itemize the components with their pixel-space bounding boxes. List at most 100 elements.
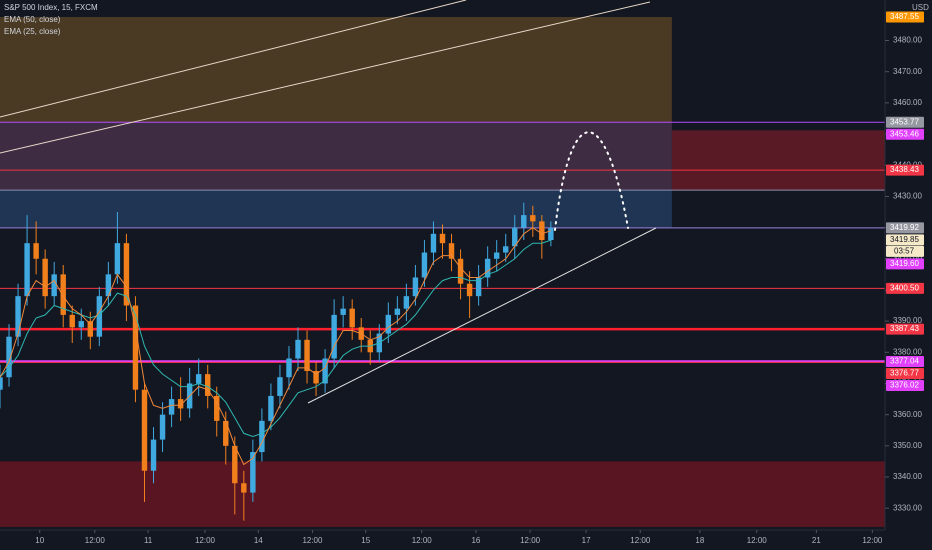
candle-body	[448, 243, 455, 259]
candle-body	[313, 371, 319, 384]
candle-body	[548, 228, 554, 241]
candle-body	[304, 339, 310, 371]
candle-body	[286, 358, 292, 378]
price-tag-label: 3376.77	[890, 369, 919, 378]
candle-body	[96, 296, 103, 337]
candle-body	[385, 314, 392, 334]
candle-body	[421, 252, 428, 278]
x-tick-label: 18	[695, 536, 704, 545]
candle-body	[223, 420, 229, 446]
candle-body	[466, 283, 473, 297]
candle-body	[539, 221, 545, 241]
x-tick-label: 12:00	[85, 536, 106, 545]
y-tick-label: 3350.00	[893, 441, 922, 450]
y-tick-label: 3480.00	[893, 36, 922, 45]
candle-body	[60, 274, 66, 315]
candle-body	[42, 258, 48, 297]
price-tag-label: 3419.60	[890, 259, 919, 268]
price-tag-label: 3419.92	[890, 223, 919, 232]
zone	[0, 16, 672, 123]
candle-body	[277, 377, 283, 396]
y-tick-label: 3330.00	[893, 503, 922, 512]
zone	[0, 122, 672, 191]
legend-entry: EMA (25, close)	[4, 27, 61, 36]
drawings	[0, 0, 657, 404]
price-tag	[886, 323, 924, 335]
x-tick-label: 14	[254, 536, 263, 545]
x-tick-label: 21	[812, 536, 821, 545]
x-tick-label: 12:00	[195, 536, 216, 545]
candle-body	[141, 389, 148, 471]
price-tag-label: 3400.50	[890, 283, 919, 292]
candle-body	[195, 374, 202, 384]
price-tag-label: 3377.04	[890, 357, 919, 366]
price-tag-label: 3419.85	[890, 235, 919, 244]
ema-line	[0, 226, 552, 466]
zones	[0, 16, 885, 527]
chart-title: S&P 500 Index, 15, FXCM	[4, 3, 98, 12]
x-tick-label: 12:00	[862, 536, 883, 545]
price-tag	[886, 11, 924, 23]
candle-body	[150, 439, 157, 471]
price-tag-label: 3453.46	[890, 129, 919, 138]
candle-body	[15, 296, 21, 337]
x-tick-label: 12:00	[412, 536, 433, 545]
x-tick-label: 12:00	[630, 536, 651, 545]
ema-lines	[0, 226, 552, 466]
candle-body	[457, 258, 464, 284]
candle-body	[295, 339, 301, 359]
candle-body	[403, 296, 410, 309]
candle-body	[394, 308, 401, 315]
candle-body	[430, 233, 437, 253]
zone	[0, 461, 885, 527]
y-tick-label: 3340.00	[893, 472, 922, 481]
ema-line	[0, 239, 552, 438]
candle-body	[340, 308, 346, 315]
candle-body	[87, 321, 94, 337]
candle-body	[114, 243, 121, 275]
price-tag-label: 3487.55	[890, 12, 919, 21]
candle-body	[322, 358, 328, 384]
price-tag	[886, 258, 924, 270]
candle-body	[105, 274, 112, 297]
candle-body	[69, 314, 75, 328]
countdown-tag	[886, 245, 924, 257]
trend-line	[307, 227, 657, 404]
price-tag	[886, 380, 924, 392]
candle-body	[484, 258, 491, 278]
zone	[671, 130, 885, 191]
x-tick-label: 12:00	[520, 536, 541, 545]
candle-body	[6, 336, 12, 378]
legend-entry: EMA (50, close)	[4, 15, 61, 24]
candle-body	[268, 395, 274, 421]
candle-body	[521, 215, 527, 228]
candle-body	[530, 215, 536, 222]
price-tag	[886, 222, 924, 234]
price-axis	[885, 0, 932, 550]
candle-body	[331, 314, 337, 359]
price-tag	[886, 164, 924, 176]
y-tick-label: 3390.00	[893, 316, 922, 325]
x-tick-label: 10	[35, 536, 44, 545]
candle-body	[168, 399, 175, 415]
candle-body	[24, 243, 30, 297]
candle-body	[78, 321, 84, 328]
channel-line	[0, 0, 467, 118]
candle-body	[493, 252, 500, 259]
candle-body	[232, 445, 238, 484]
y-tick-label: 3430.00	[893, 192, 922, 201]
y-tick-label: 3470.00	[893, 67, 922, 76]
candle-body	[123, 243, 130, 306]
x-tick-label: 12:00	[747, 536, 768, 545]
x-tick-label: 11	[144, 536, 153, 545]
candle-body	[177, 399, 184, 409]
candle-body	[512, 227, 518, 247]
candle-body	[250, 452, 256, 493]
candle-body	[412, 277, 419, 297]
zone	[0, 190, 672, 228]
price-tag	[886, 128, 924, 140]
candle-body	[214, 395, 220, 421]
candle-body	[241, 483, 247, 493]
price-tag	[886, 234, 924, 246]
